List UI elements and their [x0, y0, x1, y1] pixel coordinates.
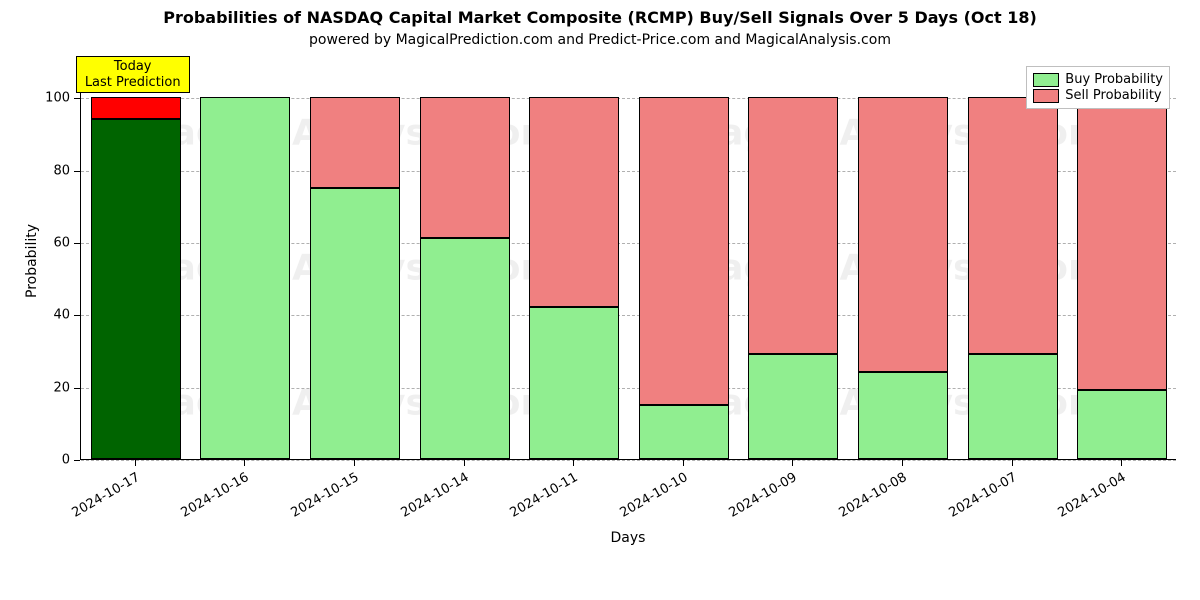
- bar-buy: [91, 119, 181, 459]
- xtick-mark: [135, 460, 136, 466]
- legend-item-sell: Sell Probability: [1033, 88, 1163, 103]
- bar-group: [858, 97, 948, 459]
- x-axis-label: Days: [80, 530, 1176, 546]
- bar-sell: [91, 97, 181, 119]
- ytick-mark: [74, 243, 80, 244]
- xtick-mark: [464, 460, 465, 466]
- chart-title: Probabilities of NASDAQ Capital Market C…: [0, 8, 1200, 27]
- ytick-label: 60: [40, 235, 70, 250]
- xtick-label: 2024-10-07: [946, 470, 1019, 521]
- ytick-mark: [74, 460, 80, 461]
- bar-group: [420, 97, 510, 459]
- bar-buy: [858, 372, 948, 459]
- plot-area: MagicalAnalysis.comMagicalAnalysis.comMa…: [80, 62, 1176, 460]
- legend: Buy Probability Sell Probability: [1026, 66, 1170, 109]
- xtick-label: 2024-10-04: [1056, 470, 1129, 521]
- today-annotation: TodayLast Prediction: [76, 56, 190, 93]
- bar-group: [91, 97, 181, 459]
- xtick-label: 2024-10-08: [837, 470, 910, 521]
- xtick-label: 2024-10-16: [179, 470, 252, 521]
- xtick-mark: [792, 460, 793, 466]
- bar-buy: [310, 188, 400, 459]
- bar-sell: [639, 97, 729, 405]
- bar-group: [529, 97, 619, 459]
- xtick-mark: [573, 460, 574, 466]
- legend-label-buy: Buy Probability: [1065, 72, 1163, 87]
- bar-buy: [420, 238, 510, 459]
- bar-sell: [968, 97, 1058, 354]
- legend-swatch-sell: [1033, 89, 1059, 103]
- bars-container: [81, 62, 1176, 459]
- xtick-label: 2024-10-15: [289, 470, 362, 521]
- xtick-label: 2024-10-09: [727, 470, 800, 521]
- bar-sell: [1077, 97, 1167, 390]
- bar-group: [639, 97, 729, 459]
- xtick-label: 2024-10-14: [398, 470, 471, 521]
- ytick-mark: [74, 315, 80, 316]
- xtick-label: 2024-10-17: [69, 470, 142, 521]
- bar-sell: [420, 97, 510, 238]
- xtick-mark: [1121, 460, 1122, 466]
- xtick-label: 2024-10-10: [617, 470, 690, 521]
- xtick-mark: [902, 460, 903, 466]
- bar-group: [200, 97, 290, 459]
- ytick-label: 40: [40, 308, 70, 323]
- bar-buy: [968, 354, 1058, 459]
- xtick-mark: [244, 460, 245, 466]
- ytick-mark: [74, 171, 80, 172]
- bar-buy: [200, 97, 290, 459]
- legend-item-buy: Buy Probability: [1033, 72, 1163, 87]
- bar-buy: [639, 405, 729, 459]
- bar-buy: [748, 354, 838, 459]
- ytick-label: 100: [40, 91, 70, 106]
- bar-sell: [748, 97, 838, 354]
- annot-line: Last Prediction: [85, 75, 181, 91]
- bar-sell: [310, 97, 400, 187]
- bar-buy: [529, 307, 619, 459]
- ytick-mark: [74, 388, 80, 389]
- xtick-mark: [683, 460, 684, 466]
- ytick-label: 0: [40, 453, 70, 468]
- ytick-label: 80: [40, 163, 70, 178]
- xtick-mark: [354, 460, 355, 466]
- bar-group: [968, 97, 1058, 459]
- xtick-label: 2024-10-11: [508, 470, 581, 521]
- chart-subtitle: powered by MagicalPrediction.com and Pre…: [0, 32, 1200, 48]
- ytick-label: 20: [40, 380, 70, 395]
- y-axis-label: Probability: [24, 224, 40, 298]
- bar-sell: [858, 97, 948, 372]
- bar-sell: [529, 97, 619, 307]
- bar-buy: [1077, 390, 1167, 459]
- ytick-mark: [74, 98, 80, 99]
- legend-swatch-buy: [1033, 73, 1059, 87]
- bar-group: [1077, 97, 1167, 459]
- legend-label-sell: Sell Probability: [1065, 88, 1161, 103]
- annot-line: Today: [85, 59, 181, 75]
- bar-group: [310, 97, 400, 459]
- bar-group: [748, 97, 838, 459]
- xtick-mark: [1012, 460, 1013, 466]
